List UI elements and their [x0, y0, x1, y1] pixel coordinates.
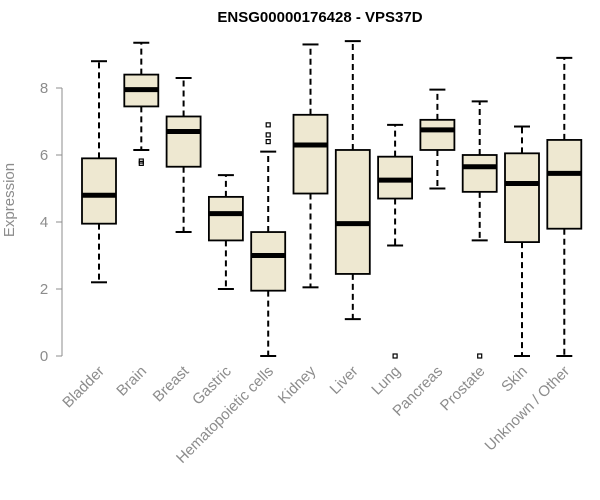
box-5 [292, 43, 329, 289]
box-iqr [546, 139, 583, 230]
box-6 [334, 40, 371, 321]
box-iqr [250, 231, 287, 292]
y-tick-label: 6 [40, 147, 48, 164]
box-iqr [419, 118, 456, 151]
x-tick-label: Prostate [437, 363, 489, 415]
outlier-point [265, 139, 271, 145]
y-axis: 0 2 4 6 8 [40, 80, 63, 365]
box-iqr [81, 157, 117, 225]
y-tick-label: 4 [40, 214, 48, 231]
y-tick-label: 0 [40, 348, 48, 365]
box-7 [377, 123, 414, 359]
outlier-point [392, 353, 398, 359]
boxes-group [81, 40, 583, 359]
x-tick-label: Brain [113, 363, 150, 400]
outlier-point [477, 353, 483, 359]
box-3 [207, 174, 244, 290]
y-tick-label: 2 [40, 281, 48, 298]
box-iqr [461, 154, 498, 193]
box-9 [461, 100, 498, 359]
box-0 [81, 60, 117, 284]
box-1 [123, 41, 160, 166]
box-2 [165, 76, 202, 234]
box-iqr [504, 152, 540, 243]
box-iqr [377, 155, 414, 200]
outlier-point [265, 122, 271, 128]
box-iqr [334, 149, 371, 275]
box-iqr [207, 195, 244, 242]
outlier-point [265, 132, 271, 138]
y-axis-label: Expression [1, 163, 18, 237]
outlier-point [138, 158, 144, 164]
x-tick-label: Skin [498, 363, 531, 396]
y-tick-label: 8 [40, 80, 48, 97]
x-tick-label: Lung [368, 363, 404, 399]
chart-title: ENSG00000176428 - VPS37D [217, 9, 422, 26]
box-11 [546, 56, 583, 357]
x-tick-label: Breast [150, 362, 193, 405]
box-10 [504, 125, 540, 357]
box-8 [419, 88, 456, 190]
box-iqr [292, 113, 329, 195]
x-tick-label: Kidney [275, 362, 320, 407]
box-4 [250, 122, 287, 357]
x-tick-label: Liver [327, 363, 362, 398]
box-iqr [165, 115, 202, 168]
x-tick-label: Bladder [59, 363, 108, 412]
